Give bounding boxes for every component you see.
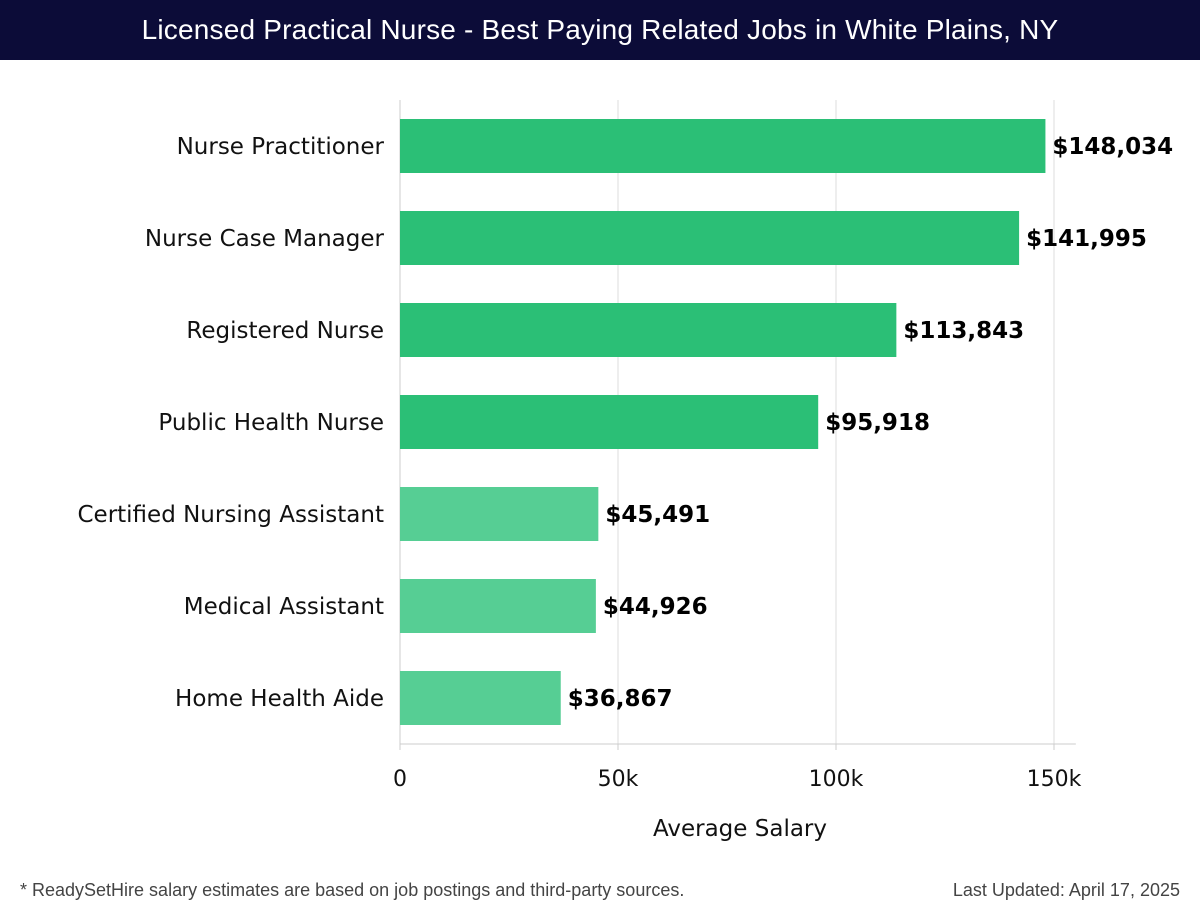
data-label: $113,843 xyxy=(903,318,1024,344)
category-label: Home Health Aide xyxy=(175,686,384,712)
bar xyxy=(400,579,596,633)
bar-chart: 0 50k 100k 150k Average Salary Nurse Practiti… xyxy=(77,100,1173,842)
bar xyxy=(400,395,819,449)
data-label: $45,491 xyxy=(605,502,710,528)
chart-title: Licensed Practical Nurse - Best Paying R… xyxy=(141,14,1059,45)
bar xyxy=(400,671,561,725)
bar xyxy=(400,119,1046,173)
x-tick-label: 50k xyxy=(598,767,639,792)
category-label: Certified Nursing Assistant xyxy=(77,502,384,528)
data-label: $148,034 xyxy=(1052,134,1173,160)
x-axis-label: Average Salary xyxy=(653,816,827,842)
data-label: $36,867 xyxy=(568,686,673,712)
category-label: Nurse Practitioner xyxy=(177,134,385,160)
category-label: Nurse Case Manager xyxy=(145,226,385,252)
data-label: $141,995 xyxy=(1026,226,1147,252)
x-tick-label: 150k xyxy=(1027,767,1082,792)
category-label: Public Health Nurse xyxy=(158,410,384,436)
footer-updated: Last Updated: April 17, 2025 xyxy=(952,880,1180,900)
data-label: $95,918 xyxy=(825,410,930,436)
title-bar: Licensed Practical Nurse - Best Paying R… xyxy=(0,0,1200,60)
data-label: $44,926 xyxy=(603,594,708,620)
footer-note: * ReadySetHire salary estimates are base… xyxy=(20,880,685,900)
x-tick-label: 100k xyxy=(809,767,864,792)
bar xyxy=(400,303,897,357)
x-tick-label: 0 xyxy=(393,767,407,792)
bar xyxy=(400,211,1020,265)
category-label: Registered Nurse xyxy=(186,318,384,344)
category-label: Medical Assistant xyxy=(184,594,384,620)
bar xyxy=(400,487,599,541)
